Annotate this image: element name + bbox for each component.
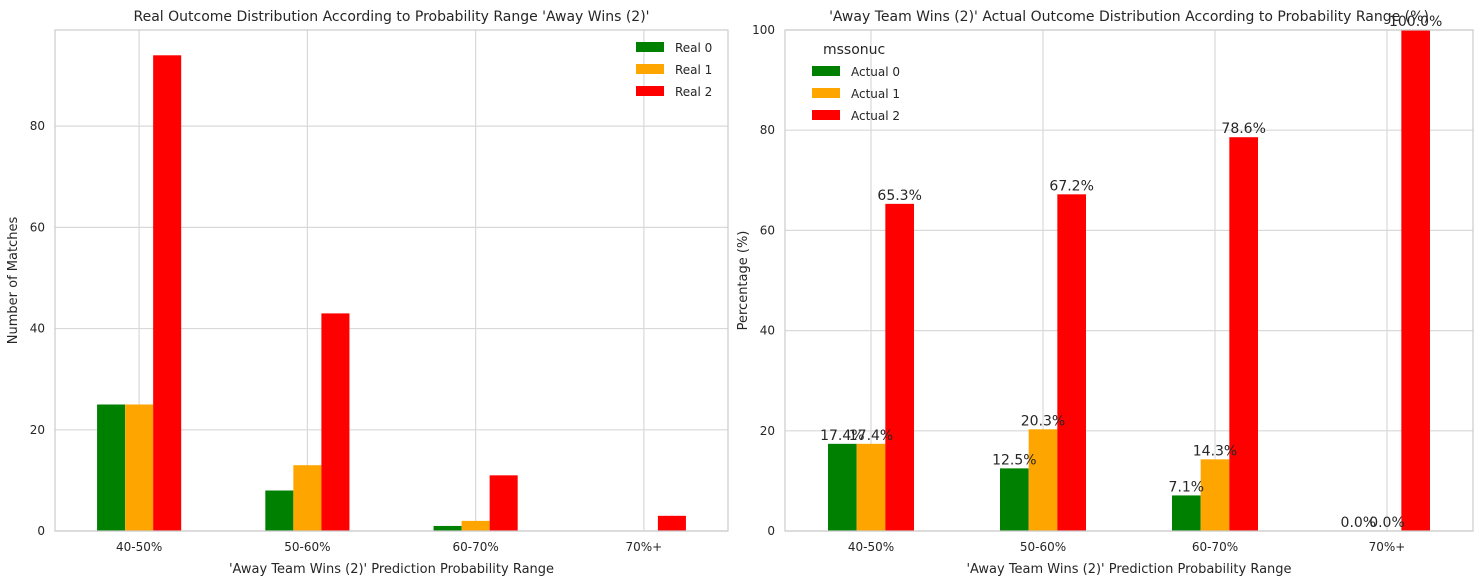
x-tick-label: 70%+: [626, 540, 663, 554]
legend-swatch: [636, 64, 664, 74]
data-label: 0.0%: [1369, 515, 1405, 531]
data-label: 100.0%: [1389, 14, 1442, 30]
x-tick-label: 60-70%: [1192, 540, 1238, 554]
y-tick-label: 60: [30, 220, 45, 234]
legend-entry: Actual 1: [851, 87, 900, 101]
y-tick-label: 80: [760, 123, 775, 137]
bar: [1057, 194, 1086, 531]
left-chart: 0 20 40 60 80 40-50% 50-60% 60-70% 70%+ Real Outc…: [6, 9, 729, 577]
bar: [321, 313, 350, 531]
bar: [856, 443, 886, 531]
x-tick-label: 60-70%: [452, 540, 498, 554]
legend: Real 0 Real 1 Real 2: [636, 41, 712, 99]
axes-frame: [784, 29, 1474, 532]
x-tick-label: 70%+: [1369, 540, 1406, 554]
bar: [885, 203, 914, 532]
y-tick-label: 40: [30, 322, 45, 336]
x-tick-label: 40-50%: [848, 540, 894, 554]
x-axis-label: 'Away Team Wins (2)' Prediction Probabil…: [966, 562, 1291, 577]
data-label: 20.3%: [1021, 413, 1065, 429]
axes-frame: [54, 29, 729, 532]
y-tick-label: 100: [752, 23, 775, 37]
y-tick-label: 20: [760, 424, 775, 438]
data-label: 78.6%: [1221, 121, 1265, 137]
bar: [489, 475, 518, 531]
y-tick-label: 0: [37, 524, 45, 538]
bar: [828, 443, 857, 531]
data-label: 0.0%: [1341, 515, 1377, 531]
bar: [657, 515, 686, 531]
bar: [1401, 30, 1430, 531]
data-label: 67.2%: [1049, 178, 1093, 194]
bar: [153, 55, 182, 531]
data-label: 14.3%: [1193, 443, 1237, 459]
data-label: 17.4%: [849, 428, 893, 444]
bar: [433, 525, 462, 531]
legend-entry: Real 0: [675, 41, 712, 55]
legend: mssonuc Actual 0 Actual 1 Actual 2: [812, 42, 900, 123]
bar: [461, 520, 490, 531]
legend-swatch: [812, 110, 840, 120]
legend-swatch: [636, 42, 664, 52]
x-tick-label: 40-50%: [116, 540, 162, 554]
chart-title: Real Outcome Distribution According to P…: [133, 9, 649, 25]
bar: [97, 404, 126, 531]
data-label: 65.3%: [877, 188, 921, 204]
data-label: 17.4%: [820, 428, 864, 444]
legend-swatch: [812, 88, 840, 98]
bar: [1172, 495, 1201, 531]
bar: [265, 490, 294, 531]
y-tick-label: 80: [30, 119, 45, 133]
legend-swatch: [812, 66, 840, 76]
legend-title: mssonuc: [823, 42, 885, 58]
chart-title: 'Away Team Wins (2)' Actual Outcome Dist…: [829, 9, 1429, 25]
bar: [1000, 468, 1029, 531]
bar: [1200, 459, 1230, 531]
x-tick-label: 50-60%: [284, 540, 330, 554]
legend-entry: Actual 2: [851, 109, 900, 123]
legend-swatch: [636, 86, 664, 96]
right-chart: 17.4% 12.5% 7.1% 0.0% 17.4% 20.3% 14.3% 0.0% 65.…: [736, 9, 1474, 577]
bar: [1028, 429, 1058, 531]
y-tick-label: 0: [767, 524, 775, 538]
legend-entry: Actual 0: [851, 65, 900, 79]
data-label: 12.5%: [992, 452, 1036, 468]
x-axis-label: 'Away Team Wins (2)' Prediction Probabil…: [229, 562, 554, 577]
data-label: 7.1%: [1169, 479, 1205, 495]
bar: [1229, 137, 1258, 532]
x-tick-label: 50-60%: [1020, 540, 1066, 554]
y-tick-label: 20: [30, 423, 45, 437]
y-axis-label: Percentage (%): [736, 231, 751, 331]
y-axis-label: Number of Matches: [6, 217, 21, 345]
bar: [125, 404, 154, 531]
legend-entry: Real 1: [675, 63, 712, 77]
bar: [293, 465, 322, 531]
legend-entry: Real 2: [675, 85, 712, 99]
y-tick-label: 40: [760, 324, 775, 338]
y-tick-label: 60: [760, 223, 775, 237]
